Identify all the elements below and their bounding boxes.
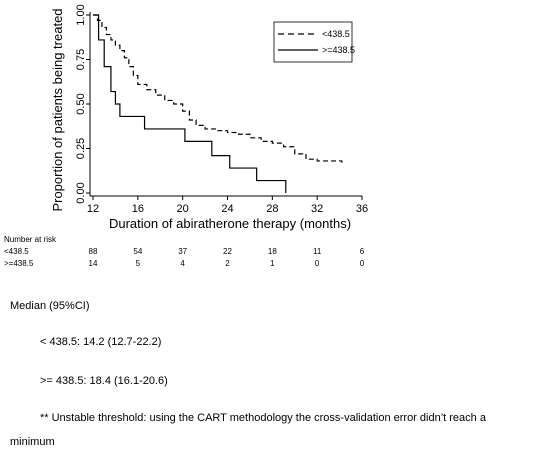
risk-value: 14 xyxy=(88,259,98,268)
risk-value: 54 xyxy=(133,247,143,256)
legend-label-high: >=438.5 xyxy=(322,45,355,55)
risk-value: 5 xyxy=(135,259,141,268)
y-tick-label: 0.00 xyxy=(75,182,87,203)
x-tick-label: 32 xyxy=(311,203,323,215)
risk-value: 6 xyxy=(359,247,365,256)
y-axis-label: Proportion of patients being treated xyxy=(50,8,65,211)
legend-box xyxy=(273,21,353,63)
risk-value: 2 xyxy=(225,259,230,268)
survival-curves xyxy=(93,14,343,193)
risk-row-label: >=438.5 xyxy=(4,259,34,268)
risk-value: 37 xyxy=(178,247,188,256)
series-low-curve xyxy=(93,14,343,163)
survival-chart: 0.00 0.25 0.50 0.75 1.00 12 16 20 24 28 32 36 Prop… xyxy=(50,4,368,231)
median-high-group: >= 438.5: 18.4 (16.1-20.6) xyxy=(40,375,168,387)
risk-value: 1 xyxy=(270,259,275,268)
legend: <438.5 >=438.5 xyxy=(273,21,355,63)
y-tick-label: 0.25 xyxy=(75,138,87,159)
x-axis-label: Duration of abiratherone therapy (months… xyxy=(109,216,351,231)
risk-value: 88 xyxy=(88,247,98,256)
x-tick-label: 36 xyxy=(356,203,368,215)
x-tick-label: 28 xyxy=(266,203,278,215)
y-axis-ticks: 0.00 0.25 0.50 0.75 1.00 xyxy=(75,4,90,204)
risk-row: <438.5 88 54 37 22 18 11 6 xyxy=(0,247,550,258)
risk-value: 11 xyxy=(313,247,322,256)
y-tick-label: 0.75 xyxy=(75,49,87,70)
median-low-group: < 438.5: 14.2 (12.7-22.2) xyxy=(40,336,162,348)
risk-row-label: <438.5 xyxy=(4,247,29,256)
x-tick-label: 12 xyxy=(87,203,99,215)
y-tick-label: 1.00 xyxy=(75,4,87,25)
y-tick-label: 0.50 xyxy=(75,93,87,114)
number-at-risk-title: Number at risk xyxy=(4,235,57,244)
series-high-curve xyxy=(93,14,287,193)
x-tick-label: 16 xyxy=(132,203,144,215)
risk-value: 18 xyxy=(267,247,277,256)
median-heading: Median (95%CI) xyxy=(10,300,90,312)
footnote-continued: minimum xyxy=(10,436,55,448)
risk-value: 0 xyxy=(359,259,365,268)
x-tick-label: 20 xyxy=(177,203,189,215)
risk-value: 4 xyxy=(180,259,185,268)
x-tick-label: 24 xyxy=(221,203,233,215)
risk-value: 0 xyxy=(314,259,320,268)
risk-row: >=438.5 14 5 4 2 1 0 0 xyxy=(0,259,550,270)
x-axis-ticks: 12 16 20 24 28 32 36 xyxy=(87,196,368,215)
legend-label-low: <438.5 xyxy=(322,29,350,39)
footnote: ** Unstable threshold: using the CART me… xyxy=(40,412,486,424)
risk-value: 22 xyxy=(223,247,232,256)
